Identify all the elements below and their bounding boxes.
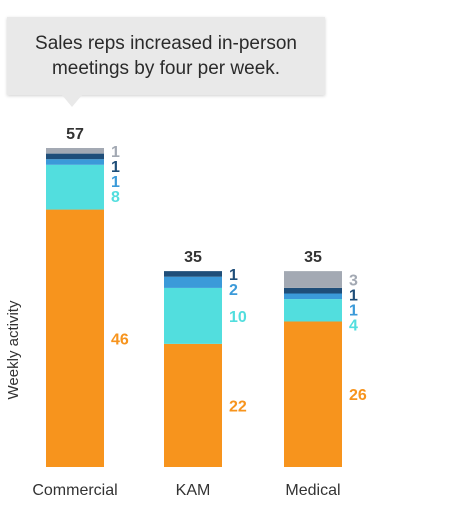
bar-segment-medical-1 (284, 299, 342, 322)
segment-label-medical-0: 26 (349, 387, 367, 404)
bar-segment-medical-4 (284, 271, 342, 288)
bar-segment-medical-3 (284, 287, 342, 294)
total-label-commercial: 57 (66, 126, 84, 143)
segment-label-medical-4: 3 (349, 273, 358, 290)
bar-segment-commercial-0 (46, 209, 104, 467)
callout-text: Sales reps increased in-person meetings … (35, 33, 297, 79)
bar-segment-commercial-1 (46, 164, 104, 210)
total-label-medical: 35 (304, 249, 322, 266)
bar-segment-kam-3 (164, 271, 222, 277)
category-label-kam: KAM (176, 482, 211, 499)
segment-label-kam-2: 2 (229, 282, 238, 299)
category-label-commercial: Commercial (32, 482, 117, 499)
annotation-callout: Sales reps increased in-person meetings … (7, 17, 325, 95)
category-label-medical: Medical (285, 482, 340, 499)
segment-label-medical-3: 1 (349, 288, 358, 305)
bar-segment-kam-2 (164, 276, 222, 288)
segment-label-commercial-0: 46 (111, 331, 129, 348)
segment-label-medical-2: 1 (349, 303, 358, 320)
segment-label-commercial-1: 8 (111, 189, 120, 206)
segment-label-commercial-2: 1 (111, 174, 120, 191)
y-axis-label: Weekly activity (5, 300, 22, 399)
bar-segment-medical-0 (284, 321, 342, 467)
segment-label-medical-1: 4 (349, 318, 358, 335)
segment-label-kam-1: 10 (229, 309, 247, 326)
segment-label-commercial-4: 1 (111, 144, 120, 161)
bar-segment-kam-0 (164, 343, 222, 467)
bar-segment-commercial-2 (46, 159, 104, 165)
segment-label-commercial-3: 1 (111, 159, 120, 176)
callout-pointer (62, 95, 82, 107)
total-label-kam: 35 (184, 249, 202, 266)
segment-label-kam-3: 1 (229, 267, 238, 284)
bar-segment-commercial-3 (46, 153, 104, 160)
bar-segment-commercial-4 (46, 148, 104, 154)
segment-label-kam-0: 22 (229, 398, 247, 415)
bar-segment-kam-1 (164, 287, 222, 344)
bars-group: 11184657Commercial12102235KAM31142635Med… (32, 126, 367, 499)
bar-segment-medical-2 (284, 293, 342, 300)
